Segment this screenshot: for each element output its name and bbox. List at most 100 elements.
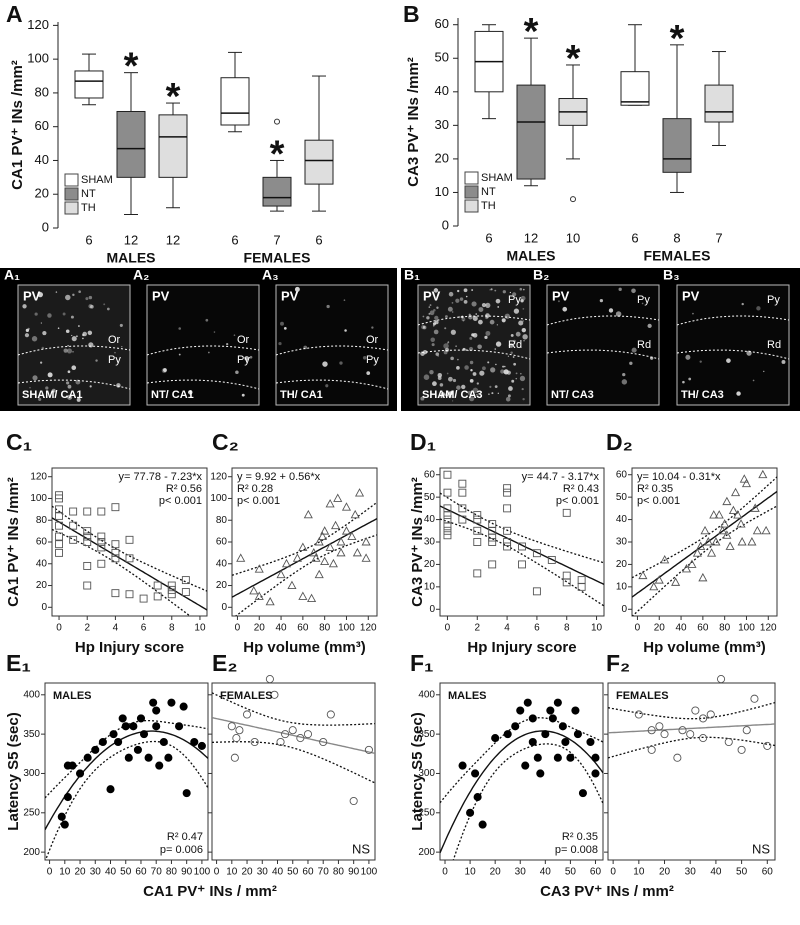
confidence-band [212, 692, 375, 726]
point [562, 578, 571, 587]
panel-letter: F₂ [606, 650, 630, 676]
n-label: 7 [715, 230, 722, 245]
point [97, 538, 106, 546]
cell [29, 386, 31, 389]
cell [469, 336, 473, 340]
point [69, 521, 78, 530]
cell [423, 326, 425, 328]
cell [513, 308, 520, 314]
y-tick-label: 100 [27, 51, 49, 66]
layer-boundary [676, 315, 790, 326]
point [733, 510, 743, 519]
x-tick-label: 10 [59, 867, 71, 878]
confidence-band [232, 501, 377, 576]
region-label: Py [767, 294, 780, 306]
cell [472, 315, 478, 321]
point [60, 820, 69, 829]
cell [70, 315, 74, 319]
point [314, 537, 324, 546]
point [325, 542, 335, 551]
confidence-band [632, 505, 777, 616]
point [159, 737, 168, 747]
point [647, 745, 656, 754]
annotation: p= 0.006 [160, 844, 203, 856]
annotation: p= 0.008 [555, 844, 598, 856]
point [532, 549, 541, 558]
point [325, 498, 335, 508]
point [678, 726, 687, 735]
point [190, 737, 199, 747]
legend-label: TH [481, 200, 496, 212]
x-tick-label: 0 [445, 623, 451, 634]
cell [447, 341, 450, 343]
cell [423, 374, 430, 380]
x-axis-label: Hp Injury score [467, 639, 576, 656]
layer-boundary [275, 345, 389, 356]
y-tick-label: 20 [36, 580, 48, 591]
cell [66, 381, 70, 385]
point [699, 714, 708, 723]
annotation: R² 0.35 [562, 831, 598, 843]
point [167, 581, 176, 590]
point [458, 515, 467, 524]
cell [420, 396, 425, 401]
cell [756, 306, 761, 311]
y-tick-label: 40 [424, 514, 436, 525]
cell [444, 327, 447, 330]
panel-letter: C₂ [212, 429, 239, 455]
cell [502, 290, 506, 294]
cell [428, 306, 431, 308]
annotation: NS [752, 841, 770, 856]
y-tick-label: 80 [36, 515, 48, 526]
y-tick-label: 0 [621, 604, 627, 615]
cell [522, 308, 525, 310]
group-label: FEMALES [644, 248, 711, 264]
point [270, 690, 279, 699]
fit [440, 492, 604, 607]
cell [521, 327, 526, 333]
point [109, 730, 118, 739]
point [106, 785, 115, 794]
point [181, 588, 190, 597]
point [711, 537, 721, 546]
point [281, 558, 292, 568]
y-tick-label: 60 [36, 537, 48, 548]
confidence-band [440, 717, 603, 804]
cell [478, 307, 484, 312]
cell [522, 397, 525, 401]
point [471, 769, 480, 778]
y-tick-label: 40 [216, 558, 228, 569]
cell [685, 354, 691, 360]
cell [471, 301, 477, 307]
point [488, 560, 497, 569]
cell [366, 371, 371, 375]
legend-swatch [464, 185, 479, 199]
point [111, 540, 120, 549]
point [182, 789, 191, 798]
fit-line [232, 517, 377, 598]
point [114, 737, 123, 747]
caption: SHAM/ CA3 [422, 389, 483, 401]
fit-line [440, 730, 603, 854]
cell [55, 291, 58, 293]
cell [494, 385, 498, 389]
point [546, 706, 555, 715]
point [254, 591, 264, 600]
y-tick-label: 50 [435, 50, 449, 65]
cell [76, 397, 81, 402]
point [55, 494, 63, 503]
point [232, 734, 241, 743]
point [354, 488, 365, 497]
point [55, 511, 63, 520]
outlier [274, 118, 280, 125]
y-tick-label: 0 [41, 602, 47, 613]
n-label: 10 [566, 230, 580, 245]
cell [599, 299, 604, 303]
legend-label: SHAM [81, 174, 113, 186]
point [458, 479, 467, 488]
point [83, 532, 92, 541]
confidence-band [212, 741, 375, 784]
x-tick-label: 30 [685, 867, 697, 878]
x-tick-label: 10 [591, 623, 603, 634]
